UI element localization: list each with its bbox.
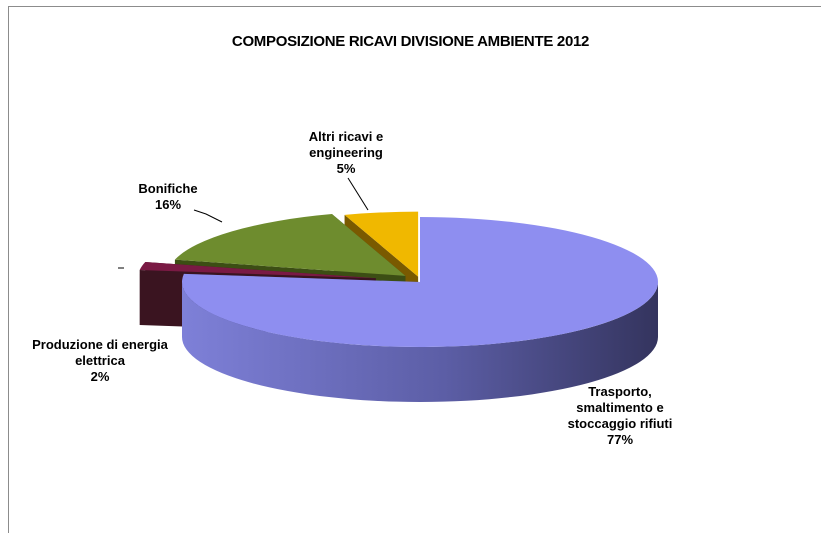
category-label-line: Trasporto, (588, 384, 652, 399)
data-label-bonifiche: Bonifiche 16% (128, 181, 208, 213)
category-label-line: engineering (309, 145, 383, 160)
chart-title: COMPOSIZIONE RICAVI DIVISIONE AMBIENTE 2… (231, 33, 590, 50)
chart-border-top (8, 6, 821, 7)
value-label: 77% (606, 432, 634, 447)
slice-trasporto (181, 217, 659, 402)
value-label: 2% (90, 369, 110, 384)
leader-line-bonifiche (193, 209, 223, 223)
value-label: 5% (336, 161, 356, 176)
chart-border-left (8, 6, 9, 533)
value-label: 16% (154, 197, 182, 212)
category-label-line: elettrica (75, 353, 125, 368)
category-label-line: Produzione di energia (32, 337, 168, 352)
category-label-line: Altri ricavi e (308, 129, 384, 144)
category-label-line: smaltimento e (576, 400, 664, 415)
leader-line-altri-ricavi (347, 177, 369, 211)
category-label-line: Bonifiche (138, 181, 198, 196)
data-label-altri-ricavi: Altri ricavi e engineering 5% (281, 129, 411, 177)
data-label-trasporto: Trasporto, smaltimento e stoccaggio rifi… (545, 384, 695, 448)
data-label-produzione-energia: Produzione di energia elettrica 2% (10, 337, 190, 385)
category-label-line: stoccaggio rifiuti (567, 416, 673, 431)
